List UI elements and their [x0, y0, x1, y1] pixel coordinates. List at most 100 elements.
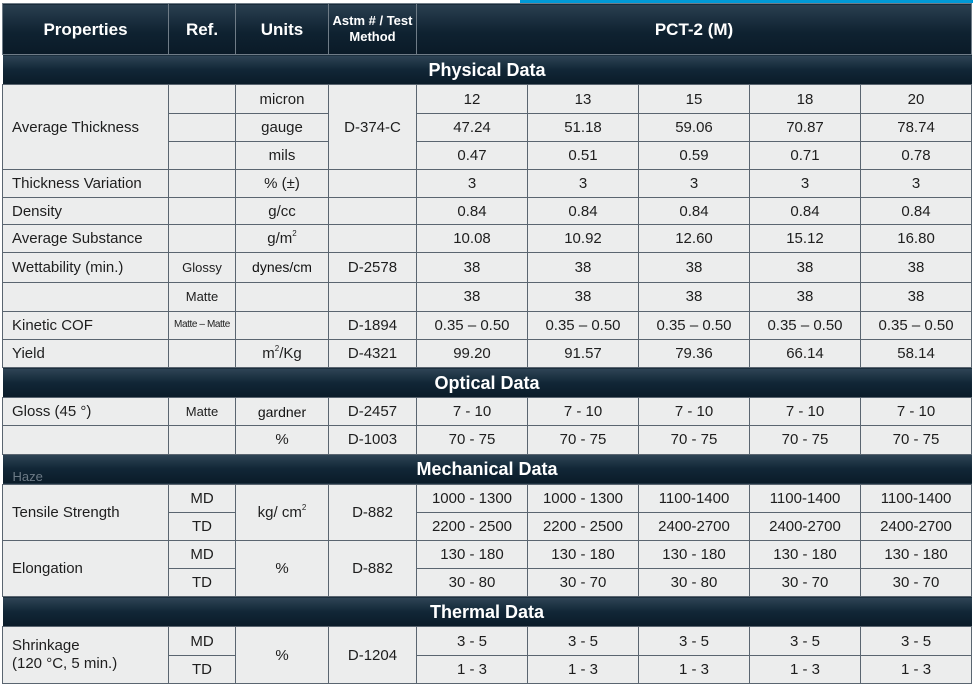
method-cell [328, 281, 417, 312]
table-row: TD 30 - 80 30 - 70 30 - 80 30 - 70 30 - … [3, 568, 973, 598]
value-cell: 38 [749, 252, 861, 283]
value-cell: 18 [749, 84, 861, 114]
section-title: Optical Data [2, 367, 972, 399]
value-cell: 0.84 [859, 197, 973, 226]
value-cell: 1 - 3 [859, 654, 973, 685]
value-cell: 0.35 – 0.50 [859, 310, 973, 340]
value-cell: 1100-1400 [749, 483, 861, 513]
method-cell: D-1204 [328, 626, 417, 684]
unit-base: g/m [267, 230, 293, 248]
table-row: Elongation MD % D-882 130 - 180 130 - 18… [2, 539, 973, 598]
value-cell: 38 [859, 252, 973, 283]
unit-cell: kg/ cm2 [235, 483, 329, 542]
value-cell: 130 - 180 [638, 539, 750, 570]
property-label: Tensile Strength [2, 483, 169, 542]
method-cell: D-4321 [328, 338, 417, 369]
table-row: % D-1003 70 - 75 70 - 75 70 - 75 70 - 75… [2, 425, 973, 455]
value-cell: 130 - 180 [527, 539, 639, 570]
unit-cell: % [235, 626, 329, 684]
value-cell: 0.35 – 0.50 [527, 310, 639, 340]
value-cell: 0.84 [416, 197, 528, 226]
table-row: mils 0.47 0.51 0.59 0.71 0.78 [3, 140, 973, 170]
value-cell: 99.20 [416, 338, 528, 369]
property-label: Average Thickness [2, 84, 169, 170]
ref-cell: Glossy [168, 252, 236, 283]
table-row: Yield m2/Kg D-4321 99.20 91.57 79.36 66.… [2, 338, 973, 369]
property-label: Density [2, 197, 169, 226]
value-cell: 0.84 [638, 197, 750, 226]
ref-cell: MD [168, 539, 236, 570]
unit-exponent: 2 [292, 229, 297, 239]
value-cell: 130 - 180 [749, 539, 861, 570]
value-cell: 38 [638, 252, 750, 283]
property-label-line2: (120 °C, 5 min.) [12, 655, 118, 673]
value-cell: 70 - 75 [638, 425, 750, 455]
table-row: Kinetic COF Matte – Matte D-1894 0.35 – … [2, 310, 973, 340]
value-cell: 70 - 75 [527, 425, 639, 455]
value-cell: 70 - 75 [859, 425, 973, 455]
value-cell: 1 - 3 [749, 654, 861, 685]
ref-cell: Matte [168, 397, 236, 427]
value-cell: 30 - 70 [749, 568, 861, 598]
value-cell: 3 - 5 [416, 626, 528, 656]
value-cell: 13 [527, 84, 639, 114]
value-cell: 12 [416, 84, 528, 114]
value-cell: 78.74 [859, 112, 973, 142]
value-cell: 3 [859, 168, 973, 199]
method-cell [328, 197, 417, 226]
value-cell: 30 - 70 [527, 568, 639, 598]
ref-cell [168, 168, 236, 199]
value-cell: 70 - 75 [749, 425, 861, 455]
value-cell: 30 - 70 [859, 568, 973, 598]
value-cell: 66.14 [749, 338, 861, 369]
property-label: Thickness Variation [2, 168, 169, 199]
unit-exponent: 2 [301, 502, 307, 512]
unit-cell: % [235, 425, 329, 455]
value-cell: 0.84 [527, 197, 639, 226]
value-cell: 2400-2700 [638, 511, 750, 542]
table-row: Thickness Variation % (±) 3 3 3 3 3 [2, 168, 973, 199]
value-cell: 3 [638, 168, 750, 199]
value-cell: 7 - 10 [859, 397, 973, 427]
ref-cell: TD [168, 511, 236, 542]
value-cell: 38 [638, 281, 750, 312]
value-cell: 2400-2700 [859, 511, 973, 542]
property-label [2, 281, 169, 312]
method-cell: D-374-C [328, 84, 417, 170]
value-cell: 12.60 [638, 224, 750, 254]
unit-cell: mils [235, 140, 329, 170]
value-cell: 1000 - 1300 [416, 483, 528, 513]
unit-cell [235, 310, 329, 340]
ref-cell [168, 112, 236, 142]
section-physical: Physical Data [2, 54, 972, 86]
unit-cell: % (±) [235, 168, 329, 199]
property-label [2, 425, 169, 455]
unit-cell: dynes/cm [235, 252, 329, 283]
ref-cell: Matte – Matte [168, 310, 236, 340]
ref-cell [168, 224, 236, 254]
ref-cell: Matte [168, 281, 236, 312]
section-mechanical: Haze Mechanical Data [2, 453, 972, 485]
value-cell: 0.51 [527, 140, 639, 170]
value-cell: 91.57 [527, 338, 639, 369]
value-cell: 58.14 [859, 338, 973, 369]
property-label: Gloss (45 °) [2, 397, 169, 427]
value-cell: 1100-1400 [638, 483, 750, 513]
value-cell: 30 - 80 [638, 568, 750, 598]
ref-cell [168, 338, 236, 369]
value-cell: 2200 - 2500 [416, 511, 528, 542]
method-cell: D-1003 [328, 425, 417, 455]
property-label: Shrinkage (120 °C, 5 min.) [2, 626, 169, 684]
property-label: Average Substance [2, 224, 169, 254]
section-thermal: Thermal Data [2, 596, 972, 628]
value-cell: 3 - 5 [749, 626, 861, 656]
value-cell: 1 - 3 [416, 654, 528, 685]
value-cell: 51.18 [527, 112, 639, 142]
value-cell: 15 [638, 84, 750, 114]
method-cell: D-2578 [328, 252, 417, 283]
method-cell: D-2457 [328, 397, 417, 427]
value-cell: 30 - 80 [416, 568, 528, 598]
table-row: Density g/cc 0.84 0.84 0.84 0.84 0.84 [2, 197, 973, 226]
value-cell: 47.24 [416, 112, 528, 142]
